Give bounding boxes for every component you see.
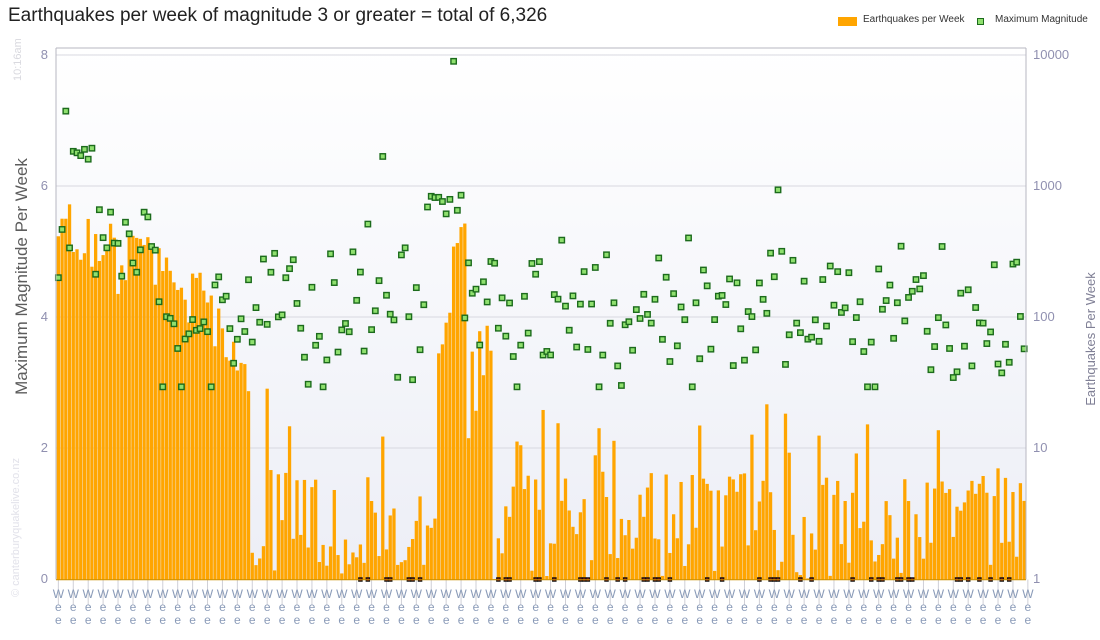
svg-text:0: 0 bbox=[41, 571, 48, 586]
svg-text:4: 4 bbox=[41, 309, 48, 324]
svg-text:10000: 10000 bbox=[1033, 47, 1069, 62]
svg-text:8: 8 bbox=[41, 47, 48, 62]
svg-text:1: 1 bbox=[1033, 571, 1040, 586]
svg-text:100: 100 bbox=[1033, 309, 1055, 324]
svg-text:1000: 1000 bbox=[1033, 178, 1062, 193]
svg-text:10: 10 bbox=[1033, 440, 1047, 455]
svg-text:2: 2 bbox=[41, 440, 48, 455]
svg-text:6: 6 bbox=[41, 178, 48, 193]
